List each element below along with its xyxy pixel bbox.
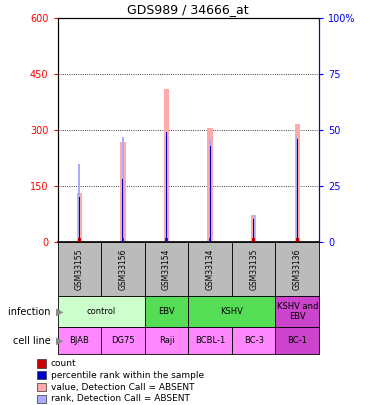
Text: KSHV and
EBV: KSHV and EBV xyxy=(276,302,318,321)
Bar xyxy=(101,242,145,296)
Bar xyxy=(145,296,188,327)
Bar xyxy=(166,132,167,242)
Bar xyxy=(122,179,124,242)
Text: cell line: cell line xyxy=(13,336,54,345)
Bar xyxy=(122,137,124,242)
Bar xyxy=(207,128,213,242)
Bar xyxy=(79,197,80,242)
Bar xyxy=(275,327,319,354)
Bar xyxy=(251,215,256,242)
Bar xyxy=(296,137,298,242)
Bar xyxy=(209,238,211,242)
Bar xyxy=(253,220,254,242)
Bar xyxy=(188,327,232,354)
Title: GDS989 / 34666_at: GDS989 / 34666_at xyxy=(128,3,249,16)
Bar xyxy=(253,215,255,242)
Text: value, Detection Call = ABSENT: value, Detection Call = ABSENT xyxy=(51,383,194,392)
Text: BCBL-1: BCBL-1 xyxy=(195,336,225,345)
Bar xyxy=(165,134,167,242)
Bar xyxy=(58,296,145,327)
Bar xyxy=(297,139,298,242)
Bar xyxy=(145,327,188,354)
Text: BJAB: BJAB xyxy=(69,336,89,345)
Bar xyxy=(78,238,81,242)
Bar xyxy=(120,142,125,242)
Text: BC-3: BC-3 xyxy=(244,336,264,345)
Bar xyxy=(165,238,168,242)
Bar xyxy=(275,296,319,327)
Bar xyxy=(58,242,101,296)
Text: ▶: ▶ xyxy=(56,336,63,345)
Bar xyxy=(164,89,169,242)
Text: GSM33155: GSM33155 xyxy=(75,248,84,290)
Text: count: count xyxy=(51,359,76,368)
Bar xyxy=(101,327,145,354)
Text: Raji: Raji xyxy=(159,336,174,345)
Bar xyxy=(188,242,232,296)
Bar xyxy=(295,124,300,242)
Bar xyxy=(209,139,211,242)
Text: control: control xyxy=(86,307,116,316)
Bar xyxy=(210,146,211,242)
Text: ▶: ▶ xyxy=(56,307,63,317)
Bar xyxy=(145,242,188,296)
Text: EBV: EBV xyxy=(158,307,175,316)
Text: GSM33154: GSM33154 xyxy=(162,248,171,290)
Text: BC-1: BC-1 xyxy=(287,336,307,345)
Text: GSM33134: GSM33134 xyxy=(206,248,214,290)
Bar xyxy=(122,238,124,242)
Text: DG75: DG75 xyxy=(111,336,135,345)
Bar xyxy=(232,242,276,296)
Bar xyxy=(188,296,276,327)
Text: GSM33156: GSM33156 xyxy=(118,248,127,290)
Text: rank, Detection Call = ABSENT: rank, Detection Call = ABSENT xyxy=(51,394,190,403)
Text: GSM33136: GSM33136 xyxy=(293,248,302,290)
Text: percentile rank within the sample: percentile rank within the sample xyxy=(51,371,204,380)
Text: GSM33135: GSM33135 xyxy=(249,248,258,290)
Text: infection: infection xyxy=(8,307,54,317)
Text: KSHV: KSHV xyxy=(220,307,243,316)
Bar xyxy=(232,327,276,354)
Bar xyxy=(275,242,319,296)
Bar xyxy=(58,327,101,354)
Bar xyxy=(252,238,255,242)
Bar xyxy=(78,164,80,242)
Bar xyxy=(296,238,299,242)
Bar xyxy=(77,193,82,242)
